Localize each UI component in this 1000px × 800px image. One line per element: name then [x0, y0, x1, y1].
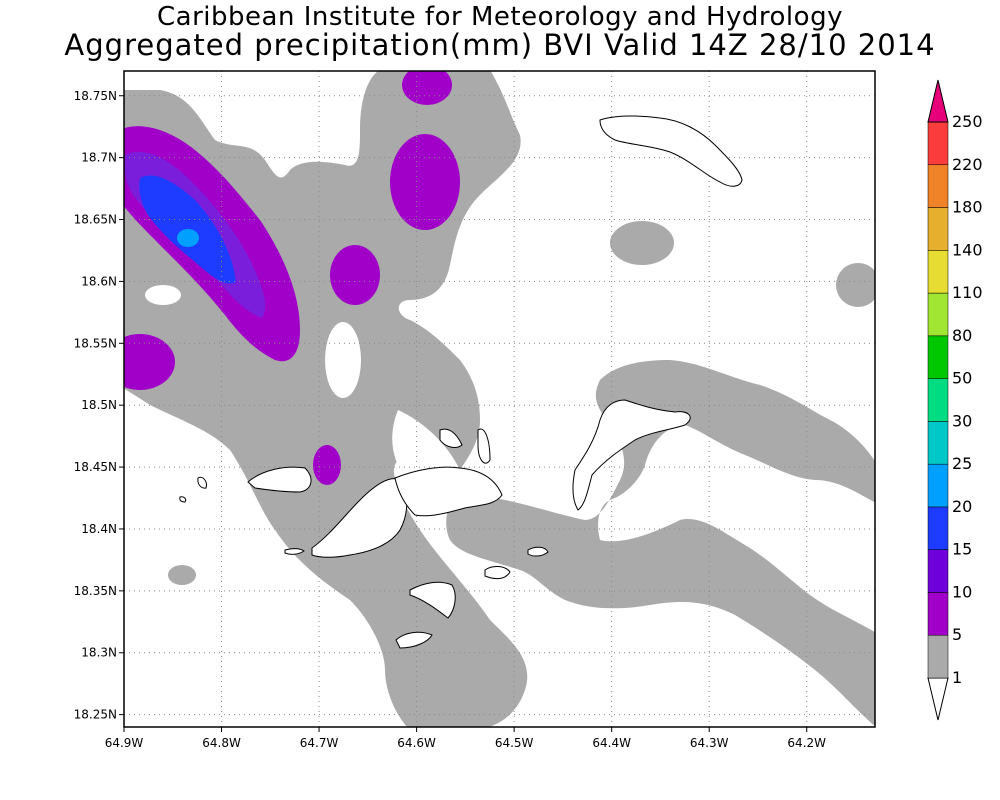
- colorbar-label: 250: [952, 112, 983, 131]
- colorbar-label: 50: [952, 369, 972, 388]
- lon-tick-label: 64.6W: [397, 736, 436, 750]
- precip-purple-w: [124, 334, 175, 390]
- island-outline-small-2: [527, 546, 549, 557]
- lat-tick-label: 18.55N: [74, 336, 117, 350]
- lat-tick-label: 18.6N: [81, 274, 117, 288]
- lat-tick-label: 18.45N: [74, 460, 117, 474]
- island-outline-middle: [394, 466, 503, 517]
- colorbar-label: 140: [952, 240, 983, 259]
- island-outline-small-1: [484, 566, 511, 580]
- lon-tick-label: 64.9W: [105, 736, 144, 750]
- colorbar-bin: [927, 292, 949, 337]
- precip-purple-s: [313, 445, 341, 485]
- precip-hole-1: [325, 322, 361, 398]
- precip-gray-blob-3: [168, 565, 196, 585]
- colorbar-bin: [927, 421, 949, 465]
- lat-tick-label: 18.3N: [81, 646, 117, 660]
- lat-tick-label: 18.5N: [81, 398, 117, 412]
- colorbar-bin: [927, 378, 949, 422]
- precip-gray-blob-2: [836, 263, 875, 307]
- colorbar-bin: [927, 335, 949, 379]
- lon-tick-label: 64.3W: [690, 736, 729, 750]
- colorbar-triangle-low: [927, 677, 949, 721]
- colorbar-label: 80: [952, 326, 972, 345]
- precip-purple-n1: [402, 71, 452, 105]
- island-outline-south-1: [409, 581, 456, 619]
- islands: [179, 115, 743, 649]
- longitude-axis: 64.9W 64.8W 64.7W 64.6W 64.5W 64.4W 64.3W 64.2W: [105, 727, 826, 750]
- map-frame: [123, 70, 876, 728]
- colorbar-label: 110: [952, 283, 983, 302]
- colorbar-triangle-high: [927, 79, 949, 123]
- island-outline-small-6: [179, 496, 187, 503]
- lat-tick-label: 18.65N: [74, 213, 117, 227]
- precip-hole-3: [392, 410, 460, 476]
- lon-tick-label: 64.4W: [592, 736, 631, 750]
- lon-tick-label: 64.8W: [202, 736, 241, 750]
- island-outline-small-3: [439, 428, 463, 448]
- colorbar-bin: [927, 592, 949, 636]
- island-outline-north: [599, 115, 743, 187]
- precip-cyan: [177, 229, 199, 247]
- island-outline-small-5: [197, 476, 207, 489]
- colorbar-label: 5: [952, 625, 962, 644]
- island-outline-west-1: [247, 466, 312, 493]
- island-outline-west-2: [284, 548, 305, 555]
- institute-title: Caribbean Institute for Meteorology and …: [157, 2, 843, 32]
- colorbar-label: 15: [952, 540, 972, 559]
- colorbar-bin: [927, 250, 949, 294]
- lon-tick-label: 64.5W: [495, 736, 534, 750]
- map-gridlines: [123, 71, 875, 727]
- precip-purple-n2: [390, 134, 460, 230]
- colorbar-label: 10: [952, 582, 972, 601]
- colorbar-bin: [927, 121, 949, 166]
- colorbar-label: 1: [952, 668, 962, 687]
- colorbar-label: 30: [952, 411, 972, 430]
- latitude-axis: 18.75N 18.7N 18.65N 18.6N 18.55N 18.5N 18.45N 1…: [74, 89, 124, 722]
- lat-tick-label: 18.7N: [81, 151, 117, 165]
- lat-tick-label: 18.35N: [74, 584, 117, 598]
- island-outline-south-2: [395, 631, 433, 649]
- precip-purple-mid: [330, 245, 380, 305]
- lat-tick-label: 18.4N: [81, 522, 117, 536]
- colorbar-label: 180: [952, 198, 983, 217]
- lon-tick-label: 64.2W: [787, 736, 826, 750]
- lon-tick-label: 64.7W: [300, 736, 339, 750]
- colorbar-label: 220: [952, 155, 983, 174]
- colorbar-bin: [927, 506, 949, 550]
- colorbar-bin: [927, 549, 949, 593]
- lat-tick-label: 18.25N: [74, 708, 117, 722]
- precip-hole-2: [145, 285, 181, 305]
- colorbar-bin: [927, 634, 949, 679]
- precipitation-field: [124, 71, 875, 727]
- colorbar-bin: [927, 207, 949, 251]
- precip-gray-blob-1: [610, 221, 674, 265]
- lat-tick-label: 18.75N: [74, 89, 117, 103]
- precip-gray-east: [446, 360, 875, 727]
- colorbar-bin: [927, 164, 949, 208]
- map-title: Aggregated precipitation(mm) BVI Valid 1…: [64, 28, 936, 62]
- island-outline-east: [572, 399, 691, 511]
- colorbar-label: 20: [952, 497, 972, 516]
- island-outline-small-4: [477, 428, 491, 464]
- colorbar-label: 25: [952, 454, 972, 473]
- colorbar-bin: [927, 463, 949, 508]
